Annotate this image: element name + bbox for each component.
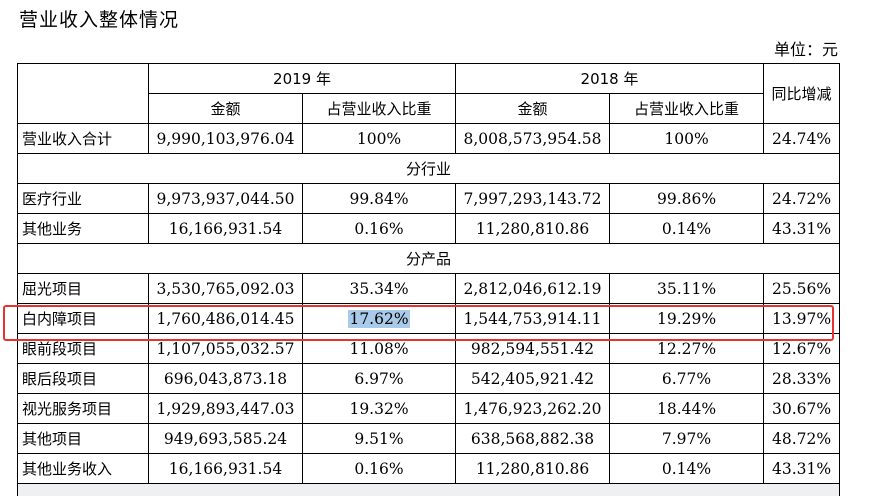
- row-label: 视光服务项目: [17, 393, 149, 424]
- header-amount-2019: 金额: [148, 93, 303, 124]
- header-year-2018: 2018 年: [455, 63, 765, 94]
- ratio-2019-cell: 100%: [301, 123, 457, 154]
- header-row-columns: 金额 占营业收入比重 金额 占营业收入比重: [18, 93, 840, 124]
- ratio-2018-cell: 7.97%: [609, 423, 765, 454]
- amount-2018-cell: 1,476,923,262.20: [455, 393, 611, 424]
- table-row: 眼后段项目 696,043,873.18 6.97% 542,405,921.4…: [17, 363, 841, 394]
- yoy-cell: 30.67%: [763, 393, 841, 424]
- amount-2018-cell: 982,594,551.42: [455, 333, 611, 364]
- total-row: 营业收入合计 9,990,103,976.04 100% 8,008,573,9…: [17, 123, 841, 154]
- ratio-2018-cell: 18.44%: [609, 393, 765, 424]
- amount-2019-cell: 16,166,931.54: [148, 213, 303, 244]
- yoy-cell: 25.56%: [763, 273, 841, 304]
- row-label: 其他项目: [17, 423, 149, 454]
- yoy-cell: 48.72%: [763, 423, 841, 454]
- amount-2018-cell: 542,405,921.42: [455, 363, 611, 394]
- selected-text[interactable]: 17.62%: [348, 309, 410, 328]
- yoy-cell: 24.74%: [763, 123, 841, 154]
- cut-off-row: [16, 483, 841, 496]
- ratio-2018-cell: 12.27%: [609, 333, 765, 364]
- header-ratio-2018: 占营业收入比重: [609, 93, 765, 124]
- page-title: 营业收入整体情况: [19, 9, 180, 31]
- amount-2019-cell: 696,043,873.18: [148, 363, 303, 394]
- table-row-highlighted: 白内障项目 1,760,486,014.45 17.62% 1,544,753,…: [17, 303, 841, 334]
- yoy-cell: 43.31%: [763, 213, 841, 244]
- row-label: 眼前段项目: [17, 333, 149, 364]
- amount-2019-cell: 1,760,486,014.45: [148, 303, 303, 334]
- unit-label: 单位：元: [773, 40, 838, 59]
- amount-2018-cell: 11,280,810.86: [455, 213, 611, 244]
- header-year-2019: 2019 年: [147, 63, 457, 94]
- header-yoy: 同比增减: [763, 63, 841, 124]
- ratio-2018-cell: 100%: [609, 123, 765, 154]
- row-label: 其他业务收入: [17, 453, 149, 484]
- amount-2018-cell: 2,812,046,612.19: [455, 273, 611, 304]
- ratio-2019-cell[interactable]: 17.62%: [301, 303, 457, 334]
- ratio-2019-cell: 11.08%: [301, 333, 457, 364]
- section-row-product: 分产品: [16, 243, 841, 274]
- table-row: 医疗行业 9,973,937,044.50 99.84% 7,997,293,1…: [17, 183, 841, 214]
- row-label: 医疗行业: [17, 183, 149, 214]
- ratio-2018-cell: 35.11%: [609, 273, 765, 304]
- ratio-2018-cell: 19.29%: [609, 303, 765, 334]
- income-table: 2019 年 2018 年 同比增减 金额 占营业收入比重 金额 占营业收入比重…: [16, 63, 841, 496]
- yoy-cell: 28.33%: [763, 363, 841, 394]
- yoy-cell: 43.31%: [763, 453, 841, 484]
- amount-2018-cell: 8,008,573,954.58: [455, 123, 611, 154]
- row-label: 屈光项目: [17, 273, 149, 304]
- amount-2019-cell: 1,107,055,032.57: [148, 333, 303, 364]
- table-row: 眼前段项目 1,107,055,032.57 11.08% 982,594,55…: [17, 333, 841, 364]
- amount-2019-cell: 1,929,893,447.03: [148, 393, 303, 424]
- yoy-cell: 13.97%: [763, 303, 841, 334]
- amount-2018-cell: 1,544,753,914.11: [455, 303, 611, 334]
- row-label: 白内障项目: [17, 303, 149, 334]
- amount-2018-cell: 11,280,810.86: [455, 453, 611, 484]
- header-ratio-2019: 占营业收入比重: [301, 93, 457, 124]
- amount-2019-cell: 9,990,103,976.04: [148, 123, 303, 154]
- header-amount-2018: 金额: [455, 93, 611, 124]
- table-row: 其他项目 949,693,585.24 9.51% 638,568,882.38…: [17, 423, 841, 454]
- row-label: 营业收入合计: [17, 123, 149, 154]
- ratio-2019-cell: 19.32%: [301, 393, 457, 424]
- amount-2018-cell: 7,997,293,143.72: [455, 183, 611, 214]
- ratio-2019-cell: 99.84%: [301, 183, 457, 214]
- ratio-2018-cell: 0.14%: [609, 453, 765, 484]
- amount-2019-cell: 3,530,765,092.03: [148, 273, 303, 304]
- ratio-2019-cell: 6.97%: [301, 363, 457, 394]
- header-blank-cell: [17, 63, 149, 124]
- ratio-2019-cell: 9.51%: [301, 423, 457, 454]
- row-label: 眼后段项目: [17, 363, 149, 394]
- row-label: 其他业务: [17, 213, 149, 244]
- amount-2018-cell: 638,568,882.38: [455, 423, 611, 454]
- table-row: 其他业务收入 16,166,931.54 0.16% 11,280,810.86…: [17, 453, 841, 484]
- ratio-2018-cell: 99.86%: [609, 183, 765, 214]
- amount-2019-cell: 949,693,585.24: [148, 423, 303, 454]
- cut-off-cell: [16, 483, 841, 496]
- ratio-2019-cell: 0.16%: [301, 213, 457, 244]
- amount-2019-cell: 16,166,931.54: [148, 453, 303, 484]
- section-row-industry: 分行业: [16, 153, 841, 184]
- table-row: 其他业务 16,166,931.54 0.16% 11,280,810.86 0…: [17, 213, 841, 244]
- amount-2019-cell: 9,973,937,044.50: [148, 183, 303, 214]
- ratio-2018-cell: 6.77%: [609, 363, 765, 394]
- yoy-cell: 12.67%: [763, 333, 841, 364]
- section-industry-label: 分行业: [16, 153, 841, 184]
- ratio-2019-cell: 35.34%: [301, 273, 457, 304]
- header-row-years: 2019 年 2018 年 同比增减: [17, 63, 841, 124]
- table-row: 视光服务项目 1,929,893,447.03 19.32% 1,476,923…: [17, 393, 841, 424]
- table-row: 屈光项目 3,530,765,092.03 35.34% 2,812,046,6…: [17, 273, 841, 304]
- ratio-2019-cell: 0.16%: [301, 453, 457, 484]
- yoy-cell: 24.72%: [763, 183, 841, 214]
- ratio-2018-cell: 0.14%: [609, 213, 765, 244]
- section-product-label: 分产品: [16, 243, 841, 274]
